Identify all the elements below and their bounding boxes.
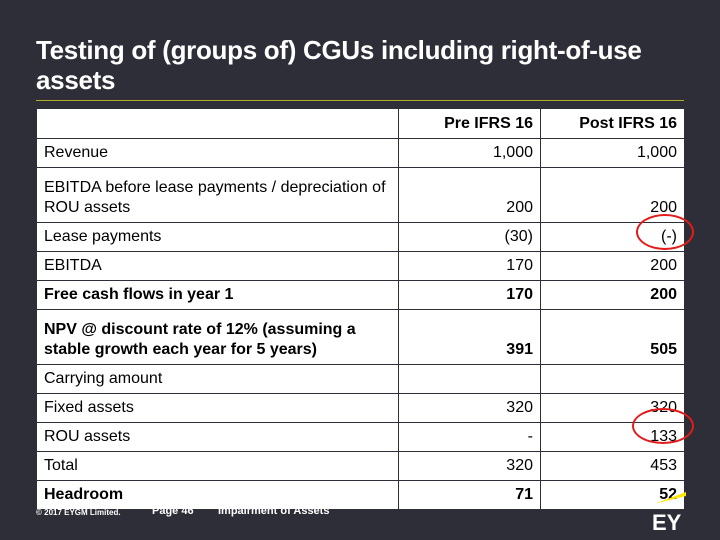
header-post-ifrs16: Post IFRS 16 <box>540 108 685 139</box>
row-label: Headroom <box>36 480 399 510</box>
table-row: Free cash flows in year 1 170 200 <box>36 280 685 310</box>
table-row: EBITDA before lease payments / depreciat… <box>36 167 685 223</box>
row-pre-value: 200 <box>398 167 541 223</box>
row-post-value: 453 <box>540 451 685 481</box>
footer-topic: Impairment of Assets <box>218 505 330 517</box>
table-row: Lease payments (30) (-) <box>36 222 685 252</box>
comparison-table: Pre IFRS 16 Post IFRS 16 Revenue 1,000 1… <box>36 108 685 510</box>
row-label: Revenue <box>36 138 399 168</box>
ey-logo-text: EY <box>652 510 682 534</box>
table-row: Total 320 453 <box>36 451 685 481</box>
row-label: Lease payments <box>36 222 399 252</box>
highlight-circle-lease-payments <box>636 214 694 250</box>
row-pre-value: 320 <box>398 451 541 481</box>
header-empty-cell <box>36 108 399 139</box>
table-row: EBITDA 170 200 <box>36 251 685 281</box>
row-label: Carrying amount <box>36 364 399 394</box>
row-post-value: 52 <box>540 480 685 510</box>
row-pre-value <box>398 364 541 394</box>
header-pre-ifrs16: Pre IFRS 16 <box>398 108 541 139</box>
row-pre-value: 170 <box>398 251 541 281</box>
row-pre-value: 1,000 <box>398 138 541 168</box>
row-label: ROU assets <box>36 422 399 452</box>
ey-logo: EY <box>652 492 686 534</box>
row-pre-value: 320 <box>398 393 541 423</box>
table-row: NPV @ discount rate of 12% (assuming a s… <box>36 309 685 365</box>
footer-copyright: © 2017 EYGM Limited. <box>36 508 121 517</box>
row-post-value: 1,000 <box>540 138 685 168</box>
table-row: Headroom 71 52 <box>36 480 685 510</box>
highlight-circle-rou-assets <box>632 408 694 444</box>
table-row: ROU assets - 133 <box>36 422 685 452</box>
row-label: Free cash flows in year 1 <box>36 280 399 310</box>
row-pre-value: (30) <box>398 222 541 252</box>
row-post-value: 200 <box>540 280 685 310</box>
table-row: Carrying amount <box>36 364 685 394</box>
row-pre-value: 391 <box>398 309 541 365</box>
title-divider <box>36 100 684 101</box>
row-label: Total <box>36 451 399 481</box>
row-pre-value: - <box>398 422 541 452</box>
table-row: Fixed assets 320 320 <box>36 393 685 423</box>
row-post-value <box>540 364 685 394</box>
row-pre-value: 170 <box>398 280 541 310</box>
table-header-row: Pre IFRS 16 Post IFRS 16 <box>36 108 685 139</box>
table-row: Revenue 1,000 1,000 <box>36 138 685 168</box>
row-label: NPV @ discount rate of 12% (assuming a s… <box>36 309 399 365</box>
row-post-value: 200 <box>540 251 685 281</box>
row-post-value: 200 <box>540 167 685 223</box>
row-label: EBITDA before lease payments / depreciat… <box>36 167 399 223</box>
row-pre-value: 71 <box>398 480 541 510</box>
row-label: Fixed assets <box>36 393 399 423</box>
slide-title: Testing of (groups of) CGUs including ri… <box>36 35 642 95</box>
row-post-value: 505 <box>540 309 685 365</box>
row-label: EBITDA <box>36 251 399 281</box>
footer-page-number: Page 46 <box>152 505 194 517</box>
